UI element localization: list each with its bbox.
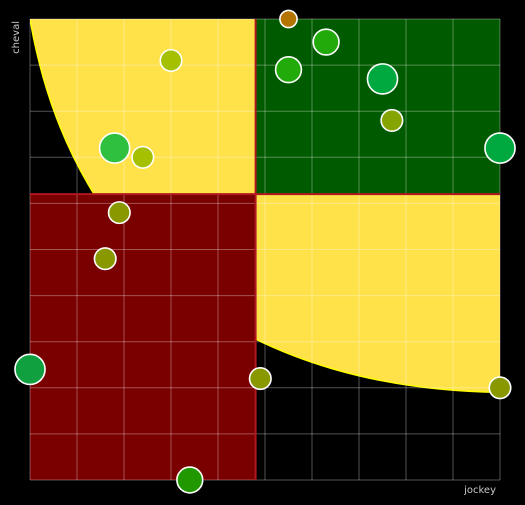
data-point — [93, 247, 117, 271]
data-point — [131, 145, 155, 169]
x-axis-label: jockey — [463, 485, 496, 496]
zone-top-right — [255, 19, 500, 195]
data-point — [107, 201, 131, 225]
dividers — [30, 19, 500, 480]
data-point — [248, 367, 272, 391]
data-point — [380, 108, 404, 132]
data-point — [366, 63, 399, 95]
data-point — [274, 56, 303, 84]
data-point — [176, 466, 204, 494]
data-point — [484, 132, 516, 164]
data-point — [279, 9, 298, 29]
data-point — [159, 48, 183, 73]
zone-bottom-left — [30, 194, 256, 480]
data-point — [488, 376, 512, 400]
grid — [29, 18, 501, 481]
data-points — [14, 9, 516, 494]
data-point — [312, 28, 340, 56]
y-axis-label: cheval — [11, 21, 22, 54]
data-point — [98, 132, 131, 164]
zones — [30, 19, 500, 480]
data-point — [14, 353, 46, 386]
